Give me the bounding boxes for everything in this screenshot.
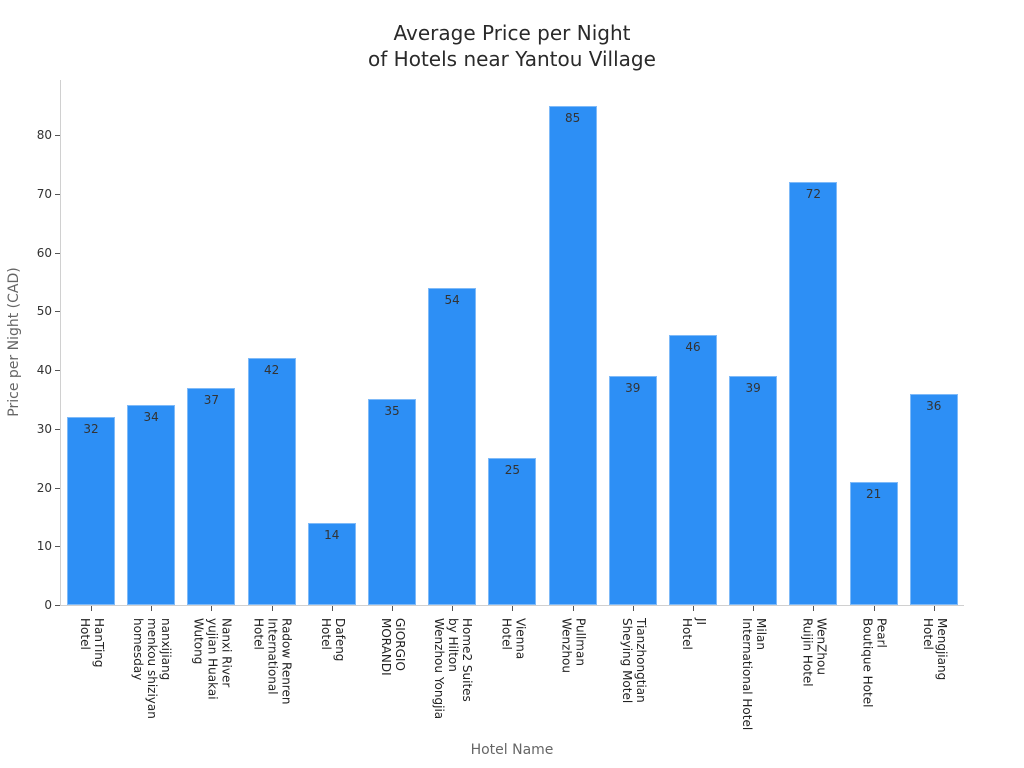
y-tick-mark	[55, 311, 60, 313]
x-tick-mark	[91, 606, 92, 611]
y-axis-label: Price per Night (CAD)	[6, 267, 22, 417]
y-tick: 40	[0, 363, 60, 377]
x-tick-mark	[392, 606, 393, 611]
bar-value-label: 32	[83, 422, 99, 436]
chart-title-line-1: Average Price per Night	[393, 21, 631, 45]
x-tick-label: Mengjiang Hotel	[920, 618, 949, 681]
bar[interactable]: 37	[187, 387, 236, 605]
y-tick: 70	[0, 187, 60, 201]
x-tick-label: GIORGIO MORANDI	[379, 618, 407, 676]
bar[interactable]: 42	[247, 358, 296, 605]
y-tick-mark	[55, 193, 60, 195]
x-tick-label: Home2 Suites by Hilton Wenzhou Yongjia	[432, 618, 475, 720]
y-tick-mark	[55, 487, 60, 489]
x-tick-mark	[452, 606, 454, 611]
bar-value-label: 46	[685, 339, 701, 354]
bar-value-label: 25	[504, 463, 521, 478]
y-tick-label: 40	[36, 363, 52, 377]
bar-value-label: 39	[745, 380, 761, 395]
y-tick-label: 10	[36, 539, 52, 554]
bar[interactable]: 25	[488, 458, 537, 605]
bar-value-label: 39	[625, 380, 641, 395]
y-tick-label: 70	[36, 186, 52, 201]
y-tick-mark	[55, 605, 60, 606]
x-tick-mark	[873, 606, 875, 611]
bar-value-label: 14	[324, 527, 340, 542]
bar[interactable]: 39	[729, 375, 778, 605]
x-tick-mark	[813, 606, 815, 611]
x-tick-label: Nanxi River yujian Huakai Wutong	[191, 618, 234, 700]
bar[interactable]: 85	[548, 105, 597, 605]
bar[interactable]: 34	[127, 405, 176, 605]
x-tick-mark	[512, 606, 514, 611]
chart-title: Average Price per Night of Hotels near Y…	[0, 20, 1024, 72]
x-tick-label: Radow Renren International Hotel	[251, 618, 294, 705]
bar-value-label: 21	[865, 486, 882, 501]
x-tick-label: WenZhou Ruijin Hotel	[800, 618, 829, 687]
y-tick: 60	[0, 246, 60, 260]
bar[interactable]: 32	[67, 417, 115, 605]
bar-value-label: 34	[143, 410, 159, 425]
bar[interactable]: 39	[608, 375, 657, 605]
x-tick-label: Dafeng Hotel	[318, 618, 347, 662]
y-tick-label: 60	[36, 245, 52, 260]
bar-value-label: 37	[203, 392, 220, 407]
x-tick-mark	[271, 606, 273, 611]
x-tick-label: Pullman Wenzhou	[559, 618, 588, 674]
chart-title-line-2: of Hotels near Yantou Village	[368, 47, 656, 71]
y-tick: 80	[0, 128, 60, 142]
y-tick-label: 0	[44, 598, 52, 612]
y-tick-mark	[55, 135, 60, 136]
bar[interactable]: 35	[368, 399, 416, 605]
y-tick: 10	[0, 539, 60, 553]
x-tick-mark	[753, 606, 755, 611]
y-tick: 20	[0, 481, 60, 495]
x-tick-label: Tianzhongtian Sheying Motel	[619, 618, 648, 704]
bar[interactable]: 21	[849, 481, 898, 605]
bar[interactable]: 36	[909, 393, 958, 605]
bar-value-label: 72	[805, 187, 822, 201]
y-tick-mark	[55, 428, 60, 430]
y-tick-mark	[55, 370, 60, 371]
bar-value-label: 42	[263, 363, 280, 378]
x-tick-label: nanxijiang menkou shiziyan homesday	[131, 618, 174, 719]
x-tick-label: HanTing Hotel	[78, 618, 106, 668]
y-tick: 30	[0, 422, 60, 436]
bar-value-label: 36	[926, 398, 942, 413]
x-tick-label: JI Hotel	[680, 618, 708, 650]
x-axis-line	[60, 605, 964, 606]
y-tick-label: 80	[36, 128, 52, 142]
x-tick-mark	[331, 606, 333, 611]
y-tick-label: 50	[36, 304, 52, 319]
x-tick-mark	[211, 606, 213, 611]
y-tick-label: 20	[36, 480, 52, 495]
bar-value-label: 54	[444, 292, 460, 307]
y-axis-line	[60, 80, 61, 606]
y-tick-mark	[55, 252, 60, 254]
bar-value-label: 35	[384, 404, 400, 419]
bar[interactable]: 54	[428, 287, 477, 605]
x-tick-mark	[933, 606, 935, 611]
x-tick-label: Milan International Hotel	[740, 618, 769, 731]
y-tick: 50	[0, 304, 60, 318]
y-tick: 0	[0, 598, 60, 612]
x-axis-label: Hotel Name	[470, 742, 554, 758]
bar-value-label: 85	[564, 110, 581, 125]
y-tick-label: 30	[36, 421, 52, 436]
x-tick-label: Vienna Hotel	[499, 618, 528, 660]
x-tick-mark	[151, 606, 153, 611]
bar[interactable]: 72	[789, 182, 838, 605]
x-tick-mark	[572, 606, 574, 611]
x-tick-mark	[693, 606, 694, 611]
y-tick-mark	[55, 546, 60, 548]
x-tick-mark	[632, 606, 634, 611]
x-tick-label: Pearl Boutique Hotel	[860, 618, 889, 708]
bar[interactable]: 14	[307, 522, 356, 605]
bar[interactable]: 46	[669, 334, 717, 605]
